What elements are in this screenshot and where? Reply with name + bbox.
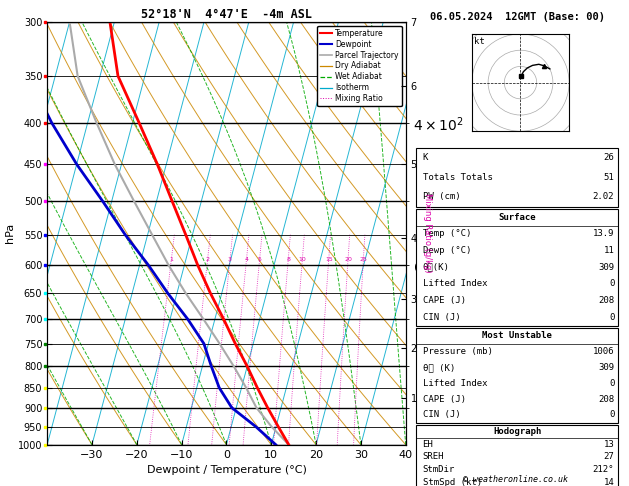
Text: 26: 26 <box>604 154 615 162</box>
Text: 3: 3 <box>228 257 232 262</box>
Text: © weatheronline.co.uk: © weatheronline.co.uk <box>464 474 568 484</box>
Text: 0: 0 <box>609 379 615 388</box>
Text: 20: 20 <box>344 257 352 262</box>
Text: StmDir: StmDir <box>423 465 455 474</box>
Bar <box>416 209 618 326</box>
Text: 0: 0 <box>609 313 615 322</box>
Text: Lifted Index: Lifted Index <box>423 379 487 388</box>
Text: 2.02: 2.02 <box>593 192 615 201</box>
Text: 208: 208 <box>598 395 615 404</box>
Text: 0: 0 <box>609 410 615 419</box>
Text: 06.05.2024  12GMT (Base: 00): 06.05.2024 12GMT (Base: 00) <box>430 12 605 22</box>
Text: 51: 51 <box>604 173 615 182</box>
X-axis label: Dewpoint / Temperature (°C): Dewpoint / Temperature (°C) <box>147 465 306 475</box>
Text: 212°: 212° <box>593 465 615 474</box>
Text: 208: 208 <box>598 296 615 305</box>
Y-axis label: km
ASL: km ASL <box>474 233 493 255</box>
Text: 15: 15 <box>325 257 333 262</box>
Text: SREH: SREH <box>423 452 444 461</box>
Text: PW (cm): PW (cm) <box>423 192 460 201</box>
Text: kt: kt <box>474 37 484 46</box>
Text: Mixing Ratio (g/kg): Mixing Ratio (g/kg) <box>423 193 432 273</box>
Text: 8: 8 <box>286 257 290 262</box>
Text: 10: 10 <box>299 257 306 262</box>
Text: θᴄ(K): θᴄ(K) <box>423 263 449 272</box>
Text: CAPE (J): CAPE (J) <box>423 395 465 404</box>
Bar <box>416 328 618 423</box>
Text: 2: 2 <box>206 257 209 262</box>
Text: 1: 1 <box>169 257 174 262</box>
Text: 13.9: 13.9 <box>593 229 615 239</box>
Legend: Temperature, Dewpoint, Parcel Trajectory, Dry Adiabat, Wet Adiabat, Isotherm, Mi: Temperature, Dewpoint, Parcel Trajectory… <box>317 26 402 106</box>
Text: 5: 5 <box>258 257 262 262</box>
Text: θᴄ (K): θᴄ (K) <box>423 363 455 372</box>
Text: 11: 11 <box>604 246 615 255</box>
Text: 25: 25 <box>359 257 367 262</box>
Text: CIN (J): CIN (J) <box>423 313 460 322</box>
Text: CIN (J): CIN (J) <box>423 410 460 419</box>
Y-axis label: hPa: hPa <box>5 223 15 243</box>
Text: 4: 4 <box>245 257 248 262</box>
Text: 14: 14 <box>604 478 615 486</box>
Text: StmSpd (kt): StmSpd (kt) <box>423 478 482 486</box>
Bar <box>416 148 618 207</box>
Text: K: K <box>423 154 428 162</box>
Text: 13: 13 <box>604 440 615 449</box>
Text: 0: 0 <box>609 279 615 289</box>
Text: 309: 309 <box>598 263 615 272</box>
Text: Most Unstable: Most Unstable <box>482 331 552 341</box>
Text: Temp (°C): Temp (°C) <box>423 229 471 239</box>
Text: 1006: 1006 <box>593 347 615 356</box>
Text: EH: EH <box>423 440 433 449</box>
Text: 27: 27 <box>604 452 615 461</box>
Bar <box>416 425 618 486</box>
Text: CAPE (J): CAPE (J) <box>423 296 465 305</box>
Text: Lifted Index: Lifted Index <box>423 279 487 289</box>
Text: Surface: Surface <box>499 213 536 222</box>
Text: Pressure (mb): Pressure (mb) <box>423 347 493 356</box>
Text: Totals Totals: Totals Totals <box>423 173 493 182</box>
Text: Dewp (°C): Dewp (°C) <box>423 246 471 255</box>
Title: 52°18'N  4°47'E  -4m ASL: 52°18'N 4°47'E -4m ASL <box>141 8 312 21</box>
Text: Hodograph: Hodograph <box>493 427 542 436</box>
Text: 309: 309 <box>598 363 615 372</box>
